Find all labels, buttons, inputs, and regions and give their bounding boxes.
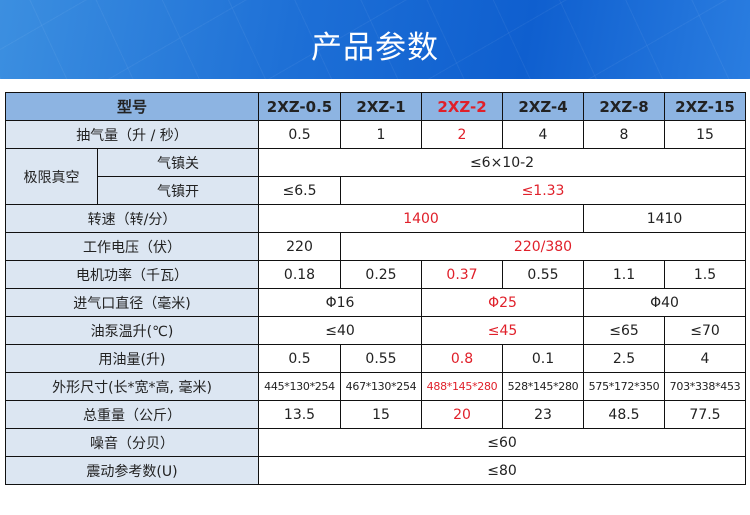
- table-row: 工作电压（伏） 220 220/380: [4, 232, 747, 261]
- table-row: 极限真空 气镇关 ≤6×10-2: [5, 148, 747, 205]
- value-cell: 575*172*350: [583, 372, 666, 401]
- table-row: 油泵温升(℃) ≤40 ≤45 ≤65 ≤70: [4, 316, 747, 345]
- table-row: 气镇开 ≤6.5 ≤1.33: [6, 176, 747, 205]
- value-cell: 4: [664, 344, 747, 373]
- value-cell: 48.5: [583, 400, 666, 429]
- value-cell: 467*130*254: [340, 372, 423, 401]
- value-cell: 15: [340, 400, 423, 429]
- row-label: 型号: [4, 92, 260, 121]
- table-row: 总重量（公斤） 13.5 15 20 23 48.5 77.5: [4, 400, 747, 429]
- value-cell: 1: [340, 120, 423, 149]
- value-cell: 1.5: [664, 260, 747, 289]
- table-row: 抽气量（升 / 秒） 0.5 1 2 4 8 15: [4, 120, 747, 149]
- page-title: 产品参数: [311, 30, 439, 66]
- model-header: 2XZ-8: [583, 92, 666, 121]
- value-cell: ≤45: [421, 316, 585, 345]
- value-cell: 15: [664, 120, 747, 149]
- table-row: 电机功率（千瓦） 0.18 0.25 0.37 0.55 1.1 1.5: [4, 260, 747, 289]
- model-header: 2XZ-4: [502, 92, 585, 121]
- value-cell: 2.5: [583, 344, 666, 373]
- value-cell: ≤1.33: [340, 176, 747, 205]
- value-cell: ≤6.5: [258, 176, 342, 205]
- row-label: 外形尺寸(长*宽*高, 毫米): [4, 372, 260, 401]
- row-label: 噪音（分贝）: [4, 428, 260, 457]
- value-cell: 0.55: [340, 344, 423, 373]
- value-cell: 0.8: [421, 344, 504, 373]
- row-label: 油泵温升(℃): [4, 316, 260, 345]
- value-cell: Φ16: [258, 288, 423, 317]
- row-label: 抽气量（升 / 秒）: [4, 120, 260, 149]
- value-cell: 8: [583, 120, 666, 149]
- value-cell: ≤6×10-2: [258, 148, 747, 177]
- value-cell: 220: [258, 232, 342, 261]
- row-label: 工作电压（伏）: [4, 232, 260, 261]
- value-cell: 77.5: [664, 400, 747, 429]
- table-row: 用油量(升) 0.5 0.55 0.8 0.1 2.5 4: [4, 344, 747, 373]
- value-cell: 528*145*280: [502, 372, 585, 401]
- row-label: 转速（转/分）: [4, 204, 260, 233]
- row-label: 气镇关: [96, 148, 260, 177]
- row-label: 震动参考数(U): [4, 456, 260, 485]
- table-row: 转速（转/分） 1400 1410: [4, 204, 747, 233]
- value-cell: 20: [421, 400, 504, 429]
- value-cell: 1400: [258, 204, 585, 233]
- row-label: 总重量（公斤）: [4, 400, 260, 429]
- header-row: 型号 2XZ-0.5 2XZ-1 2XZ-2 2XZ-4 2XZ-8 2XZ-15: [4, 92, 747, 121]
- value-cell: ≤60: [258, 428, 747, 457]
- table-row: 噪音（分贝） ≤60: [4, 428, 747, 457]
- value-cell: 703*338*453: [664, 372, 747, 401]
- value-cell: 0.37: [421, 260, 504, 289]
- value-cell: 0.25: [340, 260, 423, 289]
- value-cell: 1.1: [583, 260, 666, 289]
- row-label: 极限真空: [5, 148, 98, 205]
- value-cell: 13.5: [258, 400, 342, 429]
- value-cell: 0.1: [502, 344, 585, 373]
- value-cell: Φ25: [421, 288, 585, 317]
- row-label: 用油量(升): [4, 344, 260, 373]
- value-cell: 488*145*280: [421, 372, 504, 401]
- value-cell: 0.55: [502, 260, 585, 289]
- model-header: 2XZ-15: [664, 92, 747, 121]
- value-cell: 1410: [583, 204, 747, 233]
- value-cell: ≤70: [664, 316, 747, 345]
- table-row: 外形尺寸(长*宽*高, 毫米) 445*130*254 467*130*254 488…: [4, 372, 747, 401]
- value-cell: 23: [502, 400, 585, 429]
- table-row: 震动参考数(U) ≤80: [4, 456, 747, 485]
- banner: 产品参数: [0, 0, 750, 79]
- value-cell: 4: [502, 120, 585, 149]
- value-cell: ≤40: [258, 316, 423, 345]
- value-cell: Φ40: [583, 288, 747, 317]
- table-row: 进气口直径（毫米) Φ16 Φ25 Φ40: [4, 288, 747, 317]
- value-cell: 220/380: [340, 232, 747, 261]
- row-label: 电机功率（千瓦）: [4, 260, 260, 289]
- value-cell: 2: [421, 120, 504, 149]
- value-cell: ≤65: [583, 316, 666, 345]
- row-label: 进气口直径（毫米): [4, 288, 260, 317]
- model-header: 2XZ-1: [340, 92, 423, 121]
- model-header: 2XZ-0.5: [258, 92, 342, 121]
- value-cell: 0.5: [258, 120, 342, 149]
- model-header: 2XZ-2: [421, 92, 504, 121]
- value-cell: ≤80: [258, 456, 747, 485]
- value-cell: 445*130*254: [258, 372, 342, 401]
- value-cell: 0.5: [258, 344, 342, 373]
- row-label: 气镇开: [96, 176, 260, 205]
- value-cell: 0.18: [258, 260, 342, 289]
- spec-table: 型号 2XZ-0.5 2XZ-1 2XZ-2 2XZ-4 2XZ-8 2XZ-15 抽气量（升…: [4, 92, 747, 485]
